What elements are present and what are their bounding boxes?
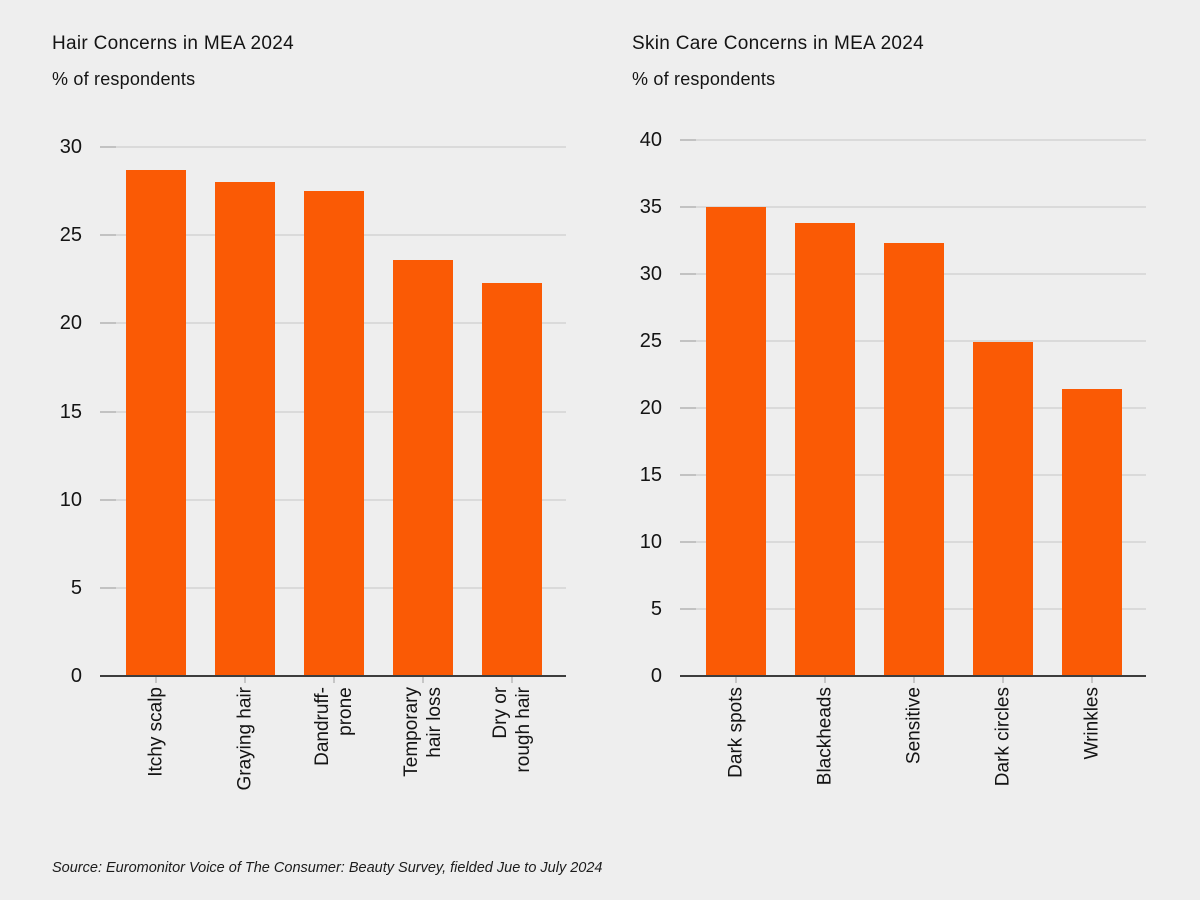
- chart-title: Hair Concerns in MEA 2024: [52, 33, 294, 54]
- y-tick-mark-25: [680, 340, 696, 342]
- y-tick-label-0: 0: [650, 665, 662, 687]
- plot-area: [100, 146, 566, 683]
- y-tick-mark-20: [100, 322, 116, 325]
- y-tick-mark-30: [100, 146, 116, 148]
- y-tick-mark-15: [680, 474, 696, 476]
- x-label-dark-spots: Dark spots: [725, 687, 747, 778]
- x-tick-mark-blackheads: [824, 676, 826, 683]
- y-tick-label-0: 0: [70, 665, 82, 687]
- bar-wrinkles: [1062, 389, 1122, 676]
- y-tick-label-15: 15: [639, 464, 662, 486]
- x-tick-mark-wrinkles: [1091, 676, 1093, 683]
- bar-blackheads: [795, 223, 855, 676]
- y-tick-mark-30: [680, 273, 696, 275]
- y-tick-label-20: 20: [59, 312, 82, 335]
- y-tick-mark-35: [680, 206, 696, 208]
- x-label-dark-circles: Dark circles: [992, 687, 1014, 787]
- x-tick-mark-dark-circles: [1002, 676, 1004, 683]
- bar-dark-spots: [706, 207, 766, 676]
- x-tick-mark-dry-or-rough-hair: [511, 676, 513, 683]
- x-label-sensitive: Sensitive: [903, 687, 925, 765]
- bar-dandruff-prone: [304, 191, 364, 676]
- x-axis-line: [100, 675, 566, 677]
- y-tick-mark-10: [680, 541, 696, 543]
- gridline-30: [100, 146, 566, 148]
- bar-graying-hair: [215, 182, 275, 676]
- bar-sensitive: [884, 243, 944, 676]
- source-note: Source: Euromonitor Voice of The Consume…: [52, 860, 603, 876]
- bar-dry-or-rough-hair: [482, 282, 542, 676]
- x-label-wrinkles: Wrinkles: [1081, 687, 1103, 760]
- y-tick-label-25: 25: [639, 330, 662, 352]
- x-axis-line: [680, 675, 1146, 677]
- y-tick-mark-40: [680, 139, 696, 141]
- y-tick-label-25: 25: [59, 224, 82, 247]
- x-tick-mark-sensitive: [913, 676, 915, 683]
- bar-itchy-scalp: [126, 169, 186, 676]
- gridline-35: [680, 206, 1146, 208]
- y-tick-mark-25: [100, 234, 116, 237]
- y-tick-label-40: 40: [639, 129, 662, 151]
- y-tick-label-20: 20: [639, 397, 662, 419]
- y-tick-label-15: 15: [59, 400, 82, 423]
- chart-subtitle: % of respondents: [52, 69, 196, 89]
- y-tick-label-35: 35: [639, 196, 662, 218]
- chart-title: Skin Care Concerns in MEA 2024: [632, 33, 925, 54]
- y-tick-mark-20: [680, 407, 696, 409]
- bar-dark-circles: [973, 342, 1033, 676]
- y-tick-mark-5: [100, 586, 116, 589]
- y-tick-label-10: 10: [639, 531, 662, 553]
- x-tick-mark-temporary-hair-loss: [422, 676, 424, 683]
- bar-temporary-hair-loss: [393, 259, 453, 676]
- y-tick-label-5: 5: [650, 598, 662, 620]
- y-tick-mark-10: [100, 498, 116, 501]
- chart-subtitle: % of respondents: [632, 69, 776, 89]
- y-tick-mark-15: [100, 410, 116, 413]
- y-tick-label-5: 5: [70, 576, 82, 599]
- y-tick-label-10: 10: [59, 488, 82, 511]
- x-tick-mark-dandruff-prone: [333, 676, 335, 683]
- y-tick-label-30: 30: [59, 136, 82, 158]
- x-label-blackheads: Blackheads: [814, 687, 836, 786]
- gridline-40: [680, 139, 1146, 141]
- x-tick-mark-graying-hair: [244, 676, 246, 683]
- x-tick-mark-dark-spots: [735, 676, 737, 683]
- y-tick-label-30: 30: [639, 263, 662, 285]
- plot-area: [680, 139, 1146, 683]
- y-tick-mark-5: [680, 608, 696, 610]
- x-tick-mark-itchy-scalp: [155, 676, 157, 683]
